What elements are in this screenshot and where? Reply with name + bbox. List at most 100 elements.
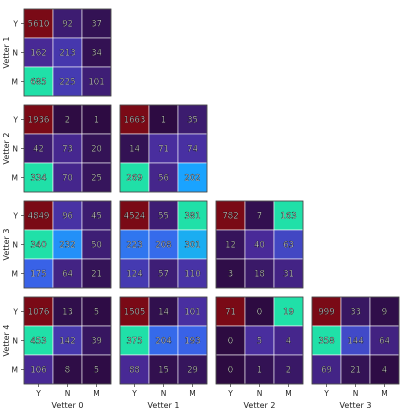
cell-value-label: 2	[286, 366, 291, 376]
cell-value-label: 340	[30, 241, 46, 251]
cell-value-label: 69	[321, 366, 332, 376]
heatmap-cell-9-1-1	[340, 325, 371, 356]
cell-value-label: 15	[158, 366, 169, 376]
heatmap-cell-3-1-2	[81, 229, 112, 260]
heatmap-cell-7-2-1	[148, 354, 179, 385]
heatmap-cell-4-1-1	[148, 229, 179, 260]
cell-value-label: 110	[184, 270, 200, 280]
cell-value-label: 25	[91, 174, 102, 184]
cell-value-label: 14	[129, 145, 140, 155]
cell-value-label: 4849	[28, 212, 50, 222]
cell-value-label: 64	[62, 270, 73, 280]
heatmap-cell-5-2-1	[244, 258, 275, 289]
cell-value-label: 213	[59, 49, 75, 59]
cell-value-label: 73	[62, 145, 73, 155]
cell-value-label: 101	[88, 78, 104, 88]
heatmap-cell-0-2-1	[52, 66, 83, 97]
heatmap-cell-1-2-1	[52, 162, 83, 193]
cell-value-label: 685	[30, 78, 46, 88]
cell-value-label: 18	[254, 270, 265, 280]
cell-value-label: 101	[184, 308, 200, 318]
heatmap-cell-3-0-1	[52, 200, 83, 231]
column-label: Vetter 0	[52, 401, 84, 409]
cell-value-label: 124	[126, 270, 142, 280]
heatmap-cell-8-1-2	[273, 325, 304, 356]
heatmap-cell-0-1-2	[81, 37, 112, 68]
cell-value-label: 21	[350, 366, 361, 376]
x-tick-label: N	[65, 389, 71, 398]
heatmap-cell-2-0-0	[119, 104, 150, 135]
cell-value-label: 106	[30, 366, 46, 376]
x-tick-label: Y	[35, 389, 41, 398]
cell-value-label: 1505	[124, 308, 146, 318]
cell-value-label: 5610	[28, 20, 50, 30]
x-tick-label: N	[353, 389, 359, 398]
heatmap-cell-9-1-0	[311, 325, 342, 356]
y-tick-label: N	[12, 241, 18, 250]
cell-value-label: 0	[228, 366, 233, 376]
cell-value-label: 5	[257, 337, 262, 347]
cell-value-label: 232	[59, 241, 75, 251]
heatmap-cell-7-2-2	[177, 354, 208, 385]
cell-value-label: 1663	[124, 116, 146, 126]
cell-value-label: 269	[126, 174, 142, 184]
row-label: Vetter 1	[2, 37, 11, 69]
cell-value-label: 14	[158, 308, 169, 318]
y-tick-label: Y	[12, 212, 18, 221]
cell-value-label: 70	[62, 174, 73, 184]
cell-value-label: 57	[158, 270, 169, 280]
cell-value-label: 35	[187, 116, 198, 126]
cell-value-label: 334	[30, 174, 46, 184]
cell-value-label: 8	[65, 366, 70, 376]
cell-value-label: 1076	[28, 308, 50, 318]
heatmap-cell-6-0-2	[81, 296, 112, 327]
cell-value-label: 202	[184, 174, 200, 184]
x-tick-label: N	[257, 389, 263, 398]
cell-value-label: 0	[228, 337, 233, 347]
cell-value-label: 34	[91, 49, 102, 59]
cell-value-label: 42	[33, 145, 44, 155]
heatmap-cell-7-2-0	[119, 354, 150, 385]
cell-value-label: 88	[129, 366, 140, 376]
cell-value-label: 5	[94, 308, 99, 318]
heatmap-cell-6-0-0	[23, 296, 54, 327]
cell-value-label: 29	[187, 366, 198, 376]
heatmap-cell-5-1-1	[244, 229, 275, 260]
cell-value-label: 64	[379, 337, 390, 347]
cell-value-label: 12	[225, 241, 236, 251]
heatmap-cell-0-0-0	[23, 8, 54, 39]
heatmap-cell-3-0-2	[81, 200, 112, 231]
cell-value-label: 7	[257, 212, 262, 222]
cell-value-label: 175	[30, 270, 46, 280]
cell-value-label: 63	[283, 241, 294, 251]
cell-value-label: 144	[347, 337, 363, 347]
cell-value-label: 56	[158, 174, 169, 184]
cell-value-label: 358	[318, 337, 334, 347]
cell-value-label: 19	[283, 308, 294, 318]
cell-value-label: 45	[91, 212, 102, 222]
column-label: Vetter 1	[148, 401, 180, 409]
panel-frame	[215, 200, 304, 289]
x-tick-label: Y	[131, 389, 137, 398]
cell-value-label: 142	[59, 337, 75, 347]
cell-value-label: 162	[30, 49, 46, 59]
cell-value-label: 375	[126, 337, 142, 347]
row-label: Vetter 3	[2, 229, 11, 261]
y-tick-label: N	[12, 145, 18, 154]
y-tick-label: Y	[12, 116, 18, 125]
cell-value-label: 3	[228, 270, 233, 280]
heatmap-cell-6-2-1	[52, 354, 83, 385]
heatmap-cell-1-2-2	[81, 162, 112, 193]
y-tick-label: M	[12, 366, 18, 375]
cell-value-label: 96	[62, 212, 73, 222]
y-tick-label: Y	[12, 308, 18, 317]
heatmap-cell-8-0-2	[273, 296, 304, 327]
cell-value-label: 74	[187, 145, 198, 155]
y-tick-label: N	[12, 337, 18, 346]
x-tick-label: M	[381, 389, 387, 398]
y-tick-label: Y	[12, 20, 18, 29]
cell-value-label: 55	[158, 212, 169, 222]
cell-value-label: 453	[30, 337, 46, 347]
cell-value-label: 13	[62, 308, 73, 318]
